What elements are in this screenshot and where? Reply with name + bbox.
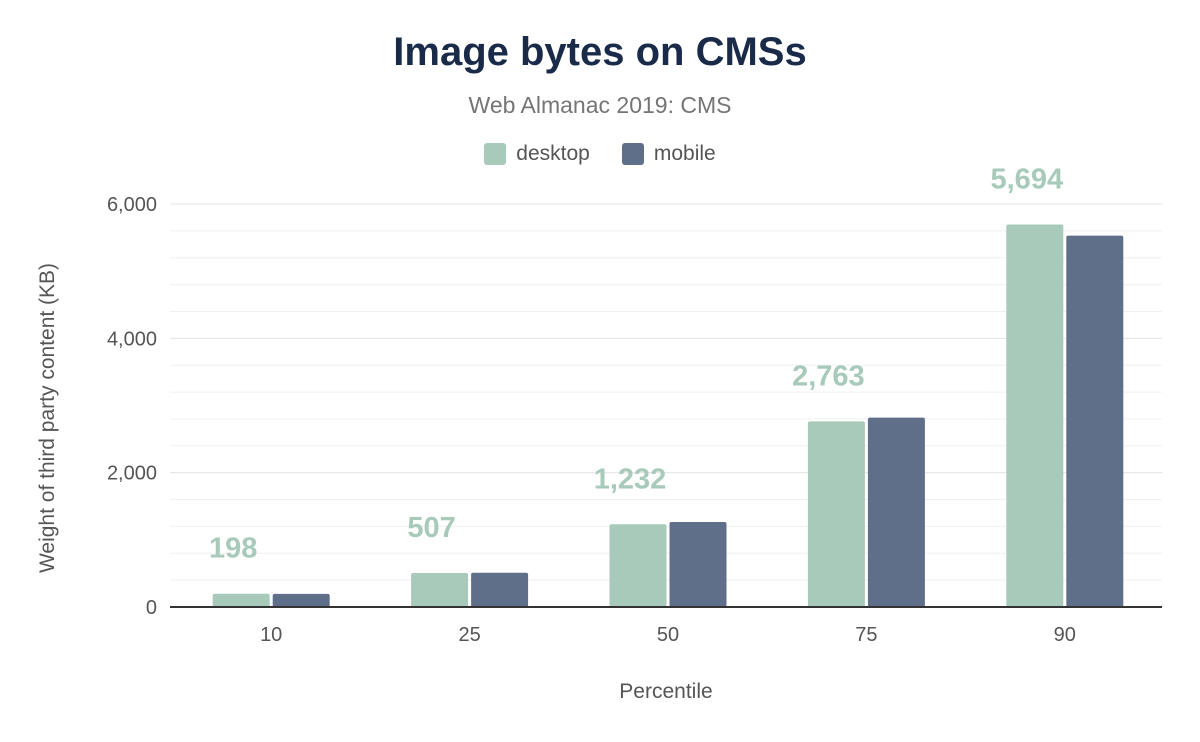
bar-desktop bbox=[212, 593, 270, 607]
bar-mobile bbox=[272, 593, 330, 607]
legend: desktop mobile bbox=[0, 142, 1200, 166]
y-axis-label: Weight of third party content (KB) bbox=[36, 263, 59, 573]
bar-desktop bbox=[411, 572, 469, 607]
data-label: 1,232 bbox=[594, 463, 667, 495]
legend-swatch bbox=[484, 143, 507, 165]
chart-title: Image bytes on CMSs bbox=[393, 30, 807, 74]
y-tick-label: 4,000 bbox=[107, 328, 157, 350]
legend-swatch bbox=[621, 143, 644, 165]
bar-mobile bbox=[471, 572, 529, 607]
bar-mobile bbox=[669, 522, 727, 607]
legend-item-desktop[interactable]: desktop bbox=[484, 142, 590, 166]
y-tick-label: 0 bbox=[146, 597, 157, 619]
legend-item-mobile[interactable]: mobile bbox=[621, 142, 716, 166]
bar-mobile bbox=[867, 417, 925, 607]
data-label: 2,763 bbox=[792, 360, 865, 392]
x-tick-label: 90 bbox=[1054, 624, 1076, 646]
chart-subtitle: Web Almanac 2019: CMS bbox=[468, 92, 732, 118]
x-tick-label: 50 bbox=[657, 624, 679, 646]
x-tick-label: 10 bbox=[260, 624, 282, 646]
bar-desktop bbox=[1006, 224, 1064, 608]
x-axis-label: Percentile bbox=[619, 680, 712, 703]
x-tick-label: 25 bbox=[458, 624, 480, 646]
data-label: 5,694 bbox=[991, 164, 1064, 196]
legend-label: desktop bbox=[516, 142, 590, 165]
x-tick-label: 75 bbox=[855, 624, 877, 646]
data-label: 507 bbox=[407, 512, 455, 544]
bar-desktop bbox=[807, 421, 865, 607]
y-tick-label: 2,000 bbox=[107, 463, 157, 485]
legend-label: mobile bbox=[653, 142, 716, 165]
data-label: 198 bbox=[209, 533, 257, 565]
bar-mobile bbox=[1066, 235, 1124, 607]
bar-desktop bbox=[609, 524, 667, 607]
y-tick-label: 6,000 bbox=[107, 194, 157, 216]
